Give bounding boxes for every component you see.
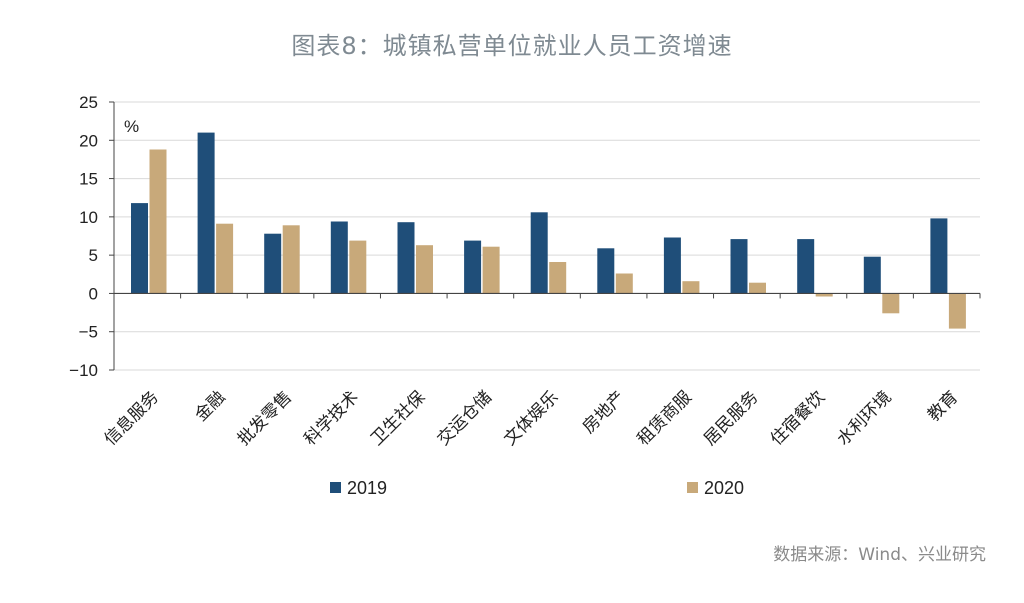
legend-label-2020: 2020 bbox=[704, 478, 744, 498]
chart-title: 图表8：城镇私营单位就业人员工资增速 bbox=[291, 32, 733, 60]
bar-2019 bbox=[863, 256, 881, 294]
bar-2020 bbox=[349, 240, 367, 294]
bar-2020 bbox=[749, 282, 766, 294]
legend-swatch-2020 bbox=[687, 482, 698, 493]
y-tick-label: −10 bbox=[69, 361, 98, 380]
bar-2019 bbox=[797, 239, 815, 294]
y-tick-label: −5 bbox=[79, 323, 98, 342]
x-tick-label: 交运仓储 bbox=[434, 387, 496, 449]
bar-2020 bbox=[948, 293, 966, 329]
x-tick-label: 科学技术 bbox=[300, 387, 362, 449]
bar-2020 bbox=[282, 225, 300, 294]
bar-2019 bbox=[530, 212, 548, 294]
x-tick-label: 租赁商服 bbox=[634, 387, 696, 449]
bar-2019 bbox=[397, 222, 415, 294]
bar-2020 bbox=[149, 149, 167, 294]
bar-2019 bbox=[730, 239, 748, 294]
x-tick-label: 水利环境 bbox=[833, 387, 895, 449]
x-tick-label: 教育 bbox=[924, 387, 962, 425]
bar-2020 bbox=[216, 223, 234, 294]
bar-2019 bbox=[930, 218, 948, 294]
bar-2019 bbox=[464, 240, 482, 294]
unit-label: % bbox=[124, 117, 139, 136]
y-tick-label: 5 bbox=[89, 246, 98, 265]
bar-2019 bbox=[264, 233, 282, 294]
y-tick-label: 0 bbox=[89, 284, 98, 303]
x-tick-label: 批发零售 bbox=[234, 387, 296, 449]
x-tick-label: 信息服务 bbox=[101, 387, 163, 449]
bar-2020 bbox=[682, 281, 700, 294]
bar-2019 bbox=[663, 237, 681, 294]
bar-2019 bbox=[131, 203, 148, 294]
y-tick-label: 15 bbox=[79, 170, 98, 189]
bar-2020 bbox=[416, 245, 433, 294]
x-tick-label: 文体娱乐 bbox=[500, 387, 562, 449]
x-tick-label: 金融 bbox=[191, 387, 229, 425]
bar-2020 bbox=[815, 293, 833, 297]
bar-2020 bbox=[882, 293, 900, 314]
bar-2019 bbox=[597, 248, 615, 294]
bar-2020 bbox=[482, 246, 500, 294]
bar-2019 bbox=[197, 132, 215, 294]
x-tick-label: 卫生社保 bbox=[367, 387, 429, 449]
legend-swatch-2019 bbox=[330, 482, 341, 493]
y-tick-label: 10 bbox=[79, 208, 98, 227]
bar-2019 bbox=[330, 221, 348, 294]
x-tick-label: 房地产 bbox=[579, 387, 629, 437]
x-tick-label: 住宿餐饮 bbox=[767, 387, 829, 449]
bar-2020 bbox=[549, 262, 567, 294]
y-tick-label: 20 bbox=[79, 131, 98, 150]
source-note: 数据来源：Wind、兴业研究 bbox=[773, 545, 986, 565]
y-tick-label: 25 bbox=[79, 93, 98, 112]
bar-2020 bbox=[615, 273, 633, 294]
x-tick-label: 居民服务 bbox=[700, 387, 762, 449]
legend-label-2019: 2019 bbox=[347, 478, 387, 498]
